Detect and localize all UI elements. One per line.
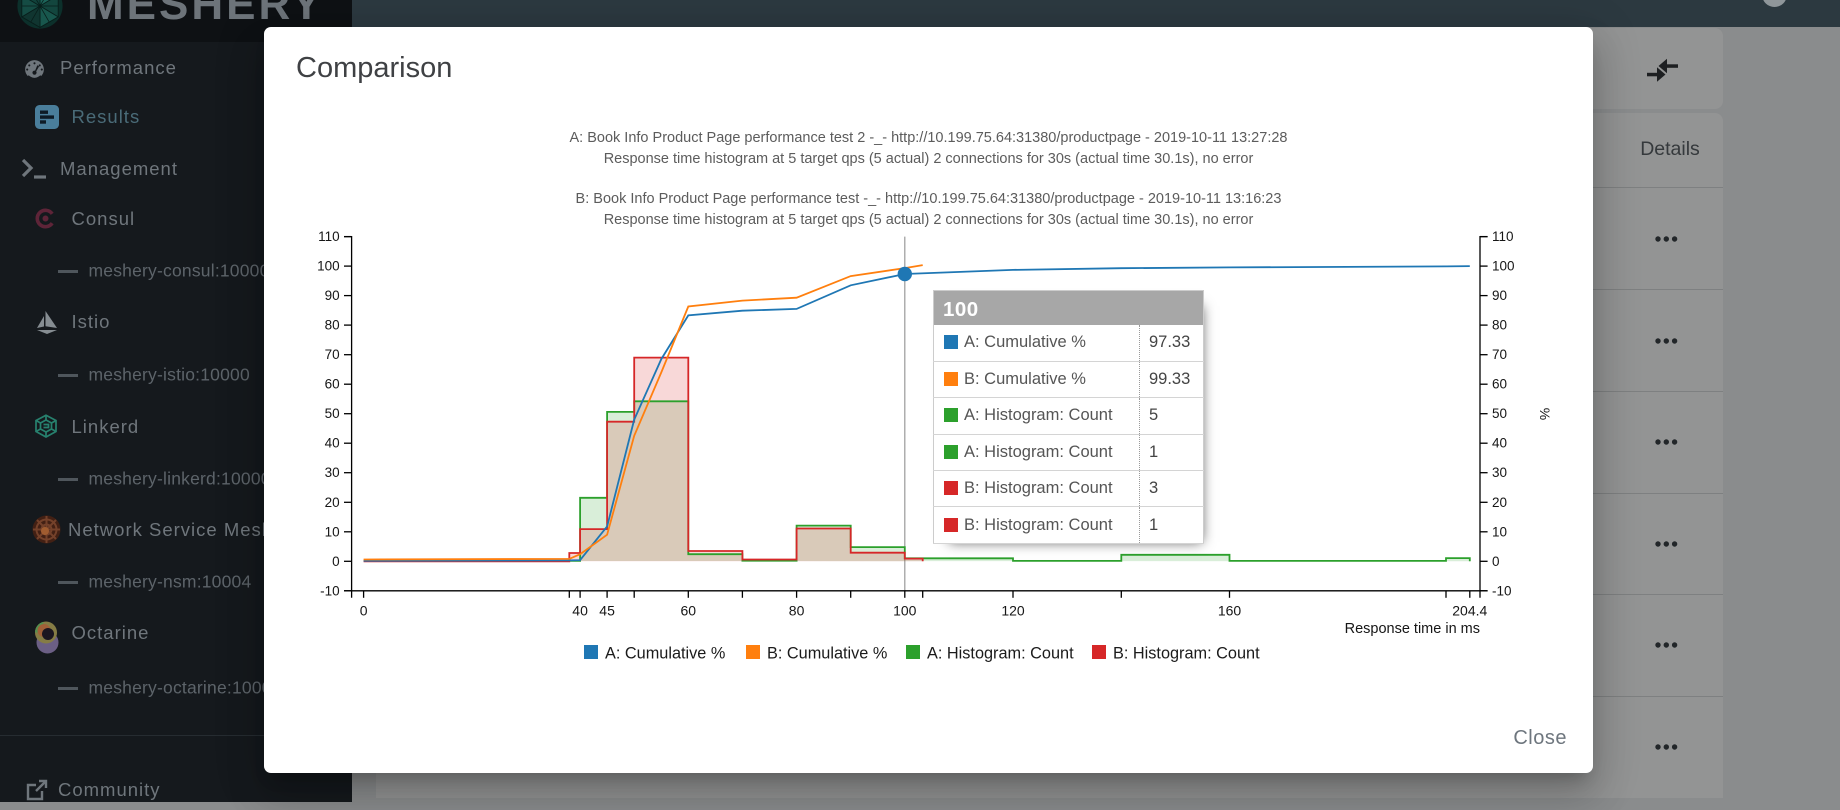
svg-text:100: 100 xyxy=(1492,259,1515,274)
svg-text:110: 110 xyxy=(1492,229,1514,244)
svg-text:90: 90 xyxy=(1492,288,1507,303)
svg-text:0: 0 xyxy=(332,554,340,569)
svg-text:Response time in ms: Response time in ms xyxy=(1345,621,1480,637)
svg-text:B: Cumulative %: B: Cumulative % xyxy=(767,645,887,663)
svg-text:110: 110 xyxy=(318,229,340,244)
svg-text:50: 50 xyxy=(1492,406,1507,421)
svg-text:40: 40 xyxy=(572,602,588,618)
svg-text:80: 80 xyxy=(325,318,340,333)
svg-text:60: 60 xyxy=(1492,377,1507,392)
svg-text:40: 40 xyxy=(325,436,340,451)
svg-text:%: % xyxy=(1537,408,1553,420)
svg-text:A: Histogram: Count: A: Histogram: Count xyxy=(927,645,1074,663)
svg-text:A: Cumulative %: A: Cumulative % xyxy=(605,645,725,663)
svg-text:20: 20 xyxy=(1492,495,1507,510)
svg-text:10: 10 xyxy=(1492,524,1507,539)
svg-text:0: 0 xyxy=(1492,554,1500,569)
svg-text:50: 50 xyxy=(325,406,340,421)
svg-text:70: 70 xyxy=(1492,347,1507,362)
svg-text:70: 70 xyxy=(325,347,340,362)
svg-text:90: 90 xyxy=(325,288,340,303)
svg-text:10: 10 xyxy=(325,524,340,539)
svg-text:60: 60 xyxy=(325,377,340,392)
svg-text:45: 45 xyxy=(599,602,615,618)
svg-text:B: Histogram: Count: B: Histogram: Count xyxy=(1113,645,1260,663)
svg-text:80: 80 xyxy=(1492,318,1507,333)
svg-text:204.4: 204.4 xyxy=(1452,602,1487,618)
svg-text:160: 160 xyxy=(1218,602,1242,618)
svg-text:-10: -10 xyxy=(1492,583,1512,598)
svg-text:40: 40 xyxy=(1492,436,1507,451)
svg-text:100: 100 xyxy=(893,602,917,618)
svg-text:30: 30 xyxy=(1492,465,1507,480)
svg-text:0: 0 xyxy=(360,602,368,618)
svg-text:30: 30 xyxy=(325,465,340,480)
svg-text:80: 80 xyxy=(789,602,805,618)
svg-text:120: 120 xyxy=(1001,602,1025,618)
svg-text:60: 60 xyxy=(681,602,697,618)
svg-text:100: 100 xyxy=(317,259,340,274)
svg-text:20: 20 xyxy=(325,495,340,510)
svg-text:-10: -10 xyxy=(320,583,340,598)
